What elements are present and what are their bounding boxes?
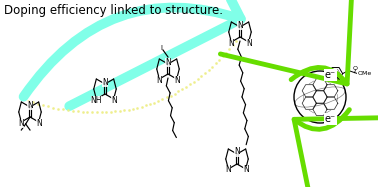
Text: N: N [111, 96, 116, 105]
Text: OMe: OMe [358, 71, 372, 76]
Text: N: N [36, 119, 42, 128]
Text: O: O [353, 66, 358, 71]
Text: Doping efficiency linked to structure.: Doping efficiency linked to structure. [4, 4, 223, 17]
Text: N: N [228, 39, 234, 47]
Text: N: N [243, 165, 249, 174]
Text: e⁻: e⁻ [325, 114, 336, 124]
Text: NH: NH [91, 96, 102, 105]
Text: N: N [237, 21, 243, 30]
Text: N: N [246, 39, 251, 47]
Text: N: N [102, 77, 108, 87]
Text: N: N [156, 76, 162, 85]
Text: N: N [174, 76, 180, 85]
Text: e⁻: e⁻ [325, 70, 336, 80]
Text: N: N [225, 165, 231, 174]
FancyArrowPatch shape [23, 0, 241, 106]
Text: N: N [234, 148, 240, 157]
Text: I: I [160, 45, 162, 51]
Text: N: N [19, 119, 24, 128]
Text: N: N [165, 57, 171, 67]
FancyArrowPatch shape [220, 0, 354, 84]
Text: N: N [27, 100, 33, 110]
FancyArrowPatch shape [294, 110, 378, 187]
